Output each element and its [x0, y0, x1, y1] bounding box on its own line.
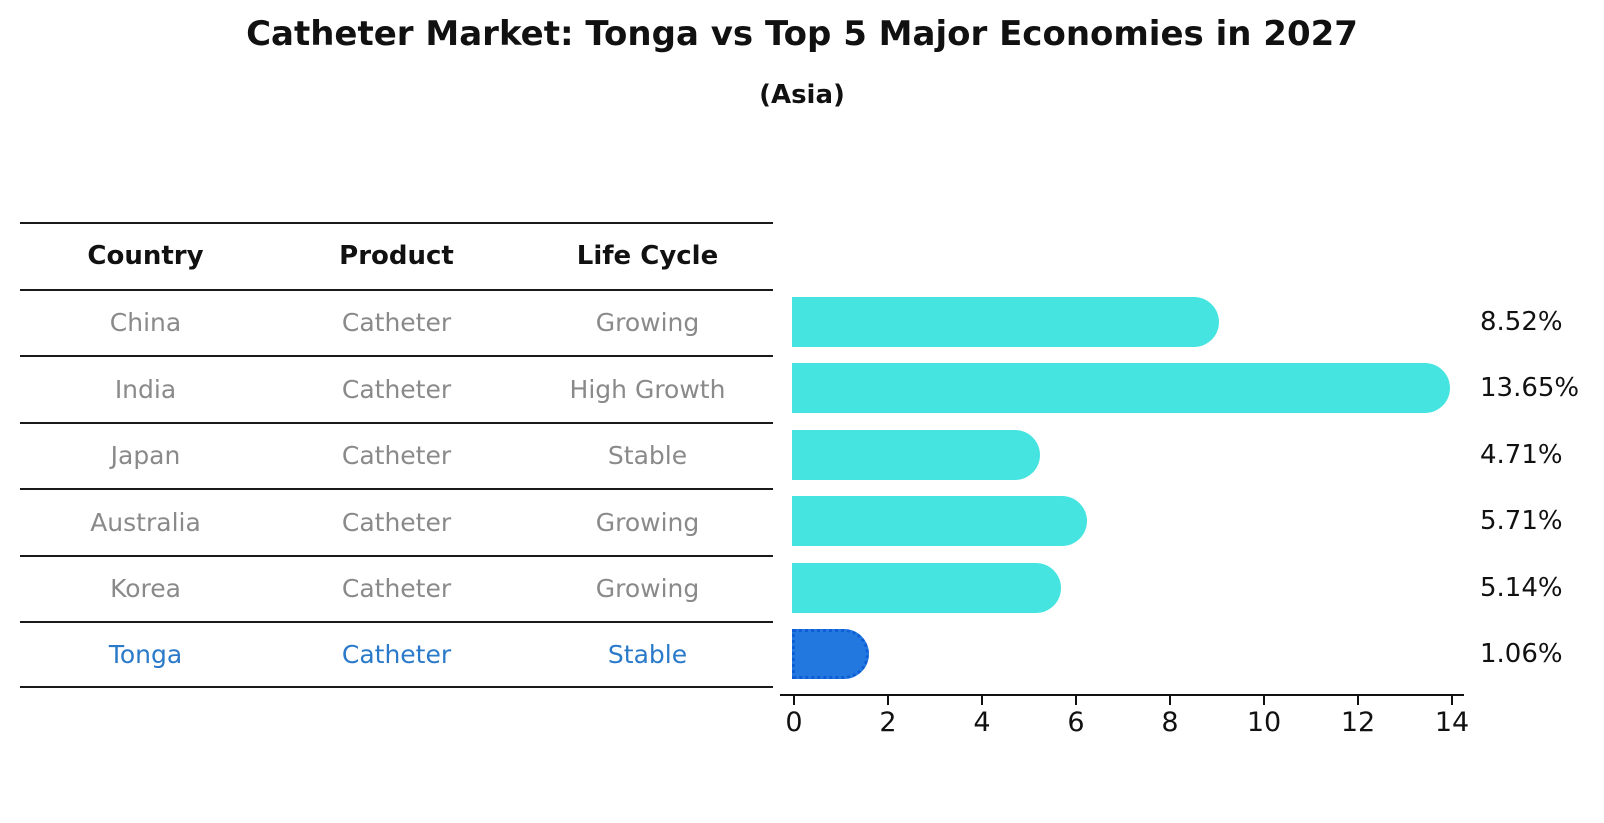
bar-japan: [792, 429, 1041, 480]
cell-country: Tonga: [108, 639, 183, 669]
x-tick: 14: [1435, 696, 1469, 738]
value-label-column: 8.52% 13.65% 4.71% 5.71% 5.14% 1.06%: [1480, 289, 1600, 688]
cell-product: Catheter: [341, 441, 452, 471]
x-tick-label: 14: [1434, 707, 1470, 738]
x-tick: 6: [1067, 696, 1085, 738]
chart-subtitle: (Asia): [759, 80, 845, 110]
bar-korea: [792, 562, 1061, 613]
cell-country: Korea: [110, 574, 181, 604]
value-label-india: 13.65%: [1480, 373, 1580, 404]
bar-row: [792, 621, 1450, 688]
x-tick: 0: [785, 696, 803, 738]
table-row: India Catheter High Growth: [20, 355, 773, 422]
cell-country: Australia: [90, 507, 201, 537]
bar-india: [792, 363, 1450, 414]
column-header-country: Country: [87, 241, 204, 272]
column-header-product: Product: [339, 241, 454, 272]
cell-life-cycle: Growing: [595, 507, 700, 537]
cell-life-cycle: Stable: [607, 639, 688, 669]
value-label-tonga: 1.06%: [1480, 639, 1563, 670]
x-tick-label: 10: [1246, 707, 1282, 738]
x-tick: 4: [973, 696, 991, 738]
cell-country: Japan: [110, 441, 181, 471]
bar-row: [792, 488, 1450, 555]
x-axis: 0 2 4 6 8 10 12 14: [780, 694, 1469, 744]
tick-mark: [981, 696, 983, 705]
bar-tonga-highlight: [792, 629, 869, 680]
cell-life-cycle: Growing: [595, 574, 700, 604]
cell-country: India: [114, 374, 177, 404]
country-table: Country Product Life Cycle China Cathete…: [20, 222, 773, 688]
cell-product: Catheter: [341, 308, 452, 338]
tick-mark: [793, 696, 795, 705]
x-tick-label: 4: [973, 707, 991, 738]
table-row-tonga-highlight: Tonga Catheter Stable: [20, 621, 773, 688]
x-tick: 2: [879, 696, 897, 738]
tick-mark: [1263, 696, 1265, 705]
table-header-row: Country Product Life Cycle: [20, 222, 773, 289]
cell-product: Catheter: [341, 574, 452, 604]
cell-country: China: [109, 308, 182, 338]
x-tick-label: 6: [1067, 707, 1085, 738]
table-row: China Catheter Growing: [20, 288, 773, 356]
value-label-china: 8.52%: [1480, 306, 1563, 337]
value-label-australia: 5.71%: [1480, 506, 1563, 537]
table-row: Japan Catheter Stable: [20, 421, 773, 489]
bar-australia: [792, 496, 1088, 547]
table-row: Australia Catheter Growing: [20, 488, 773, 555]
tick-mark: [1169, 696, 1171, 705]
cell-product: Catheter: [341, 374, 452, 404]
x-tick-label: 0: [785, 707, 803, 738]
cell-product: Catheter: [341, 639, 452, 669]
bar-row: [792, 289, 1450, 356]
tick-mark: [887, 696, 889, 705]
column-header-life-cycle: Life Cycle: [576, 241, 719, 272]
chart-title: Catheter Market: Tonga vs Top 5 Major Ec…: [246, 14, 1358, 54]
x-tick-label: 2: [879, 707, 897, 738]
value-label-korea: 5.14%: [1480, 572, 1563, 603]
cell-product: Catheter: [341, 507, 452, 537]
bar-row: [792, 422, 1450, 489]
bar-row: [792, 555, 1450, 622]
x-tick-label: 8: [1161, 707, 1179, 738]
cell-life-cycle: Stable: [607, 441, 688, 471]
bar-china: [792, 296, 1220, 347]
bar-plot-area: [792, 289, 1450, 688]
x-tick: 12: [1341, 696, 1375, 738]
x-tick: 10: [1247, 696, 1281, 738]
x-tick-label: 12: [1340, 707, 1376, 738]
bar-row: [792, 355, 1450, 422]
table-row: Korea Catheter Growing: [20, 554, 773, 622]
value-label-japan: 4.71%: [1480, 439, 1563, 470]
cell-life-cycle: High Growth: [569, 374, 726, 404]
tick-mark: [1075, 696, 1077, 705]
tick-mark: [1357, 696, 1359, 705]
cell-life-cycle: Growing: [595, 308, 700, 338]
x-tick: 8: [1161, 696, 1179, 738]
tick-mark: [1451, 696, 1453, 705]
